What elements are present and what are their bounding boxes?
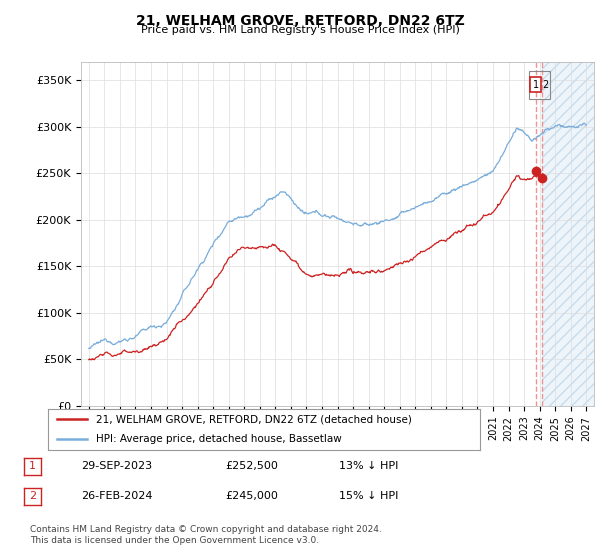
Text: HPI: Average price, detached house, Bassetlaw: HPI: Average price, detached house, Bass… [95,435,341,445]
Text: £252,500: £252,500 [225,461,278,471]
Text: 21, WELHAM GROVE, RETFORD, DN22 6TZ: 21, WELHAM GROVE, RETFORD, DN22 6TZ [136,14,464,28]
Text: Price paid vs. HM Land Registry's House Price Index (HPI): Price paid vs. HM Land Registry's House … [140,25,460,35]
Text: 13% ↓ HPI: 13% ↓ HPI [339,461,398,471]
Text: 2: 2 [542,80,548,90]
Text: 21, WELHAM GROVE, RETFORD, DN22 6TZ (detached house): 21, WELHAM GROVE, RETFORD, DN22 6TZ (det… [95,414,412,424]
Text: 15% ↓ HPI: 15% ↓ HPI [339,491,398,501]
Text: 29-SEP-2023: 29-SEP-2023 [81,461,152,471]
Text: Contains HM Land Registry data © Crown copyright and database right 2024.
This d: Contains HM Land Registry data © Crown c… [30,525,382,545]
Text: 26-FEB-2024: 26-FEB-2024 [81,491,152,501]
Text: 2: 2 [29,491,36,501]
Text: 1: 1 [533,80,539,90]
Bar [542,62,594,406]
Text: £245,000: £245,000 [225,491,278,501]
Text: 1: 1 [29,461,36,472]
Bar [542,62,594,406]
